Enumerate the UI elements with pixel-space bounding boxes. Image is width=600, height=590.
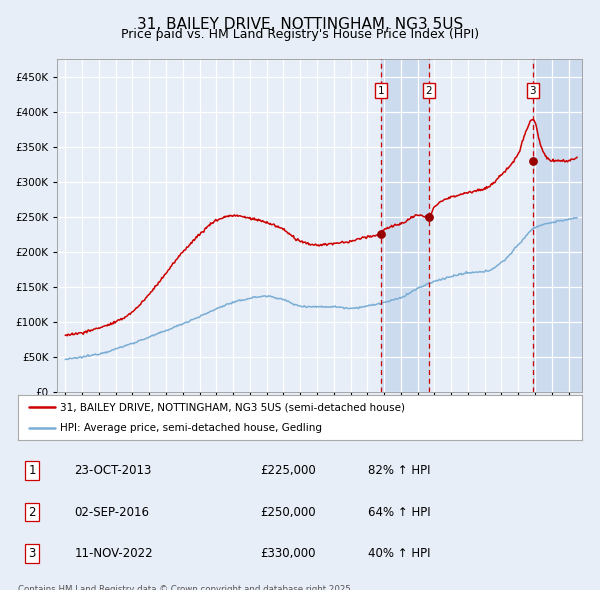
Text: 23-OCT-2013: 23-OCT-2013 [74,464,152,477]
Text: Contains HM Land Registry data © Crown copyright and database right 2025.
This d: Contains HM Land Registry data © Crown c… [18,585,353,590]
Text: 31, BAILEY DRIVE, NOTTINGHAM, NG3 5US (semi-detached house): 31, BAILEY DRIVE, NOTTINGHAM, NG3 5US (s… [60,402,406,412]
Text: £250,000: £250,000 [260,506,316,519]
Text: 3: 3 [28,547,36,560]
Text: Price paid vs. HM Land Registry's House Price Index (HPI): Price paid vs. HM Land Registry's House … [121,28,479,41]
Text: 1: 1 [377,86,384,96]
Text: 11-NOV-2022: 11-NOV-2022 [74,547,153,560]
Text: 82% ↑ HPI: 82% ↑ HPI [368,464,430,477]
Text: 2: 2 [425,86,432,96]
Text: 64% ↑ HPI: 64% ↑ HPI [368,506,430,519]
Text: £225,000: £225,000 [260,464,316,477]
Bar [381,59,429,392]
Point [528,156,538,165]
Text: 40% ↑ HPI: 40% ↑ HPI [368,547,430,560]
Text: 2: 2 [28,506,36,519]
Point [424,212,434,222]
Text: 3: 3 [529,86,536,96]
Text: HPI: Average price, semi-detached house, Gedling: HPI: Average price, semi-detached house,… [60,422,322,432]
Text: 02-SEP-2016: 02-SEP-2016 [74,506,149,519]
Point [376,230,386,239]
Bar [533,59,582,392]
Text: £330,000: £330,000 [260,547,316,560]
Text: 1: 1 [28,464,36,477]
Text: 31, BAILEY DRIVE, NOTTINGHAM, NG3 5US: 31, BAILEY DRIVE, NOTTINGHAM, NG3 5US [137,17,463,31]
